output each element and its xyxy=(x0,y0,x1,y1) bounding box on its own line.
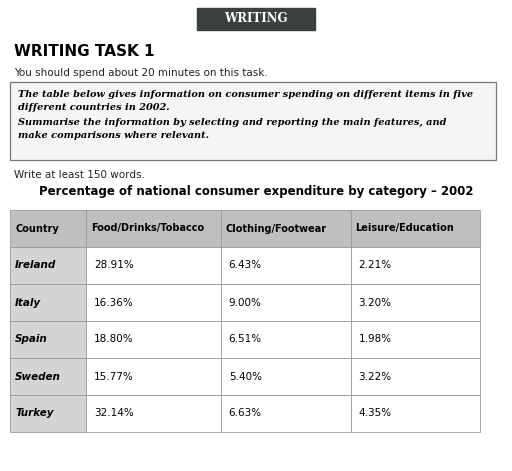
Text: 1.98%: 1.98% xyxy=(358,334,392,344)
Text: Food/Drinks/Tobacco: Food/Drinks/Tobacco xyxy=(91,224,204,234)
Bar xyxy=(351,284,480,321)
Bar xyxy=(10,321,86,358)
Bar xyxy=(86,395,221,432)
Bar xyxy=(86,321,221,358)
Text: Sweden: Sweden xyxy=(15,372,61,382)
Text: 6.51%: 6.51% xyxy=(229,334,262,344)
Bar xyxy=(351,358,480,395)
Text: 9.00%: 9.00% xyxy=(229,298,262,308)
Text: 15.77%: 15.77% xyxy=(94,372,134,382)
Text: The table below gives information on consumer spending on different items in fiv: The table below gives information on con… xyxy=(18,90,473,99)
Text: 3.20%: 3.20% xyxy=(358,298,392,308)
Text: different countries in 2002.: different countries in 2002. xyxy=(18,103,169,112)
Text: Write at least 150 words.: Write at least 150 words. xyxy=(14,170,145,180)
Text: 2.21%: 2.21% xyxy=(358,260,392,270)
Text: 18.80%: 18.80% xyxy=(94,334,134,344)
Bar xyxy=(10,395,86,432)
Bar xyxy=(10,247,86,284)
Text: WRITING TASK 1: WRITING TASK 1 xyxy=(14,44,155,59)
Text: 32.14%: 32.14% xyxy=(94,408,134,419)
Bar xyxy=(10,82,496,160)
Bar xyxy=(221,210,351,247)
Text: 3.22%: 3.22% xyxy=(358,372,392,382)
Bar xyxy=(86,358,221,395)
Text: Summarise the information by selecting and reporting the main features, and: Summarise the information by selecting a… xyxy=(18,118,446,127)
Bar xyxy=(221,395,351,432)
Text: 28.91%: 28.91% xyxy=(94,260,134,270)
Bar xyxy=(10,358,86,395)
Text: Italy: Italy xyxy=(15,298,41,308)
Text: 16.36%: 16.36% xyxy=(94,298,134,308)
Bar xyxy=(86,284,221,321)
Bar xyxy=(351,210,480,247)
Text: make comparisons where relevant.: make comparisons where relevant. xyxy=(18,131,209,140)
Text: Spain: Spain xyxy=(15,334,48,344)
Bar xyxy=(351,395,480,432)
Text: You should spend about 20 minutes on this task.: You should spend about 20 minutes on thi… xyxy=(14,68,268,78)
Text: 5.40%: 5.40% xyxy=(229,372,262,382)
Bar xyxy=(221,358,351,395)
Text: 4.35%: 4.35% xyxy=(358,408,392,419)
Bar xyxy=(10,210,86,247)
Text: Country: Country xyxy=(15,224,59,234)
Text: 6.63%: 6.63% xyxy=(229,408,262,419)
Bar xyxy=(10,284,86,321)
Bar xyxy=(221,321,351,358)
Text: Leisure/Education: Leisure/Education xyxy=(355,224,454,234)
Bar xyxy=(221,284,351,321)
Bar xyxy=(86,247,221,284)
Text: Turkey: Turkey xyxy=(15,408,53,419)
Text: Ireland: Ireland xyxy=(15,260,56,270)
Text: Percentage of national consumer expenditure by category – 2002: Percentage of national consumer expendit… xyxy=(39,185,473,198)
Text: Clothing/Footwear: Clothing/Footwear xyxy=(226,224,327,234)
Text: WRITING: WRITING xyxy=(224,13,288,25)
Bar xyxy=(221,247,351,284)
Bar xyxy=(351,321,480,358)
Text: 6.43%: 6.43% xyxy=(229,260,262,270)
Bar xyxy=(351,247,480,284)
Bar xyxy=(86,210,221,247)
Bar xyxy=(197,8,315,30)
